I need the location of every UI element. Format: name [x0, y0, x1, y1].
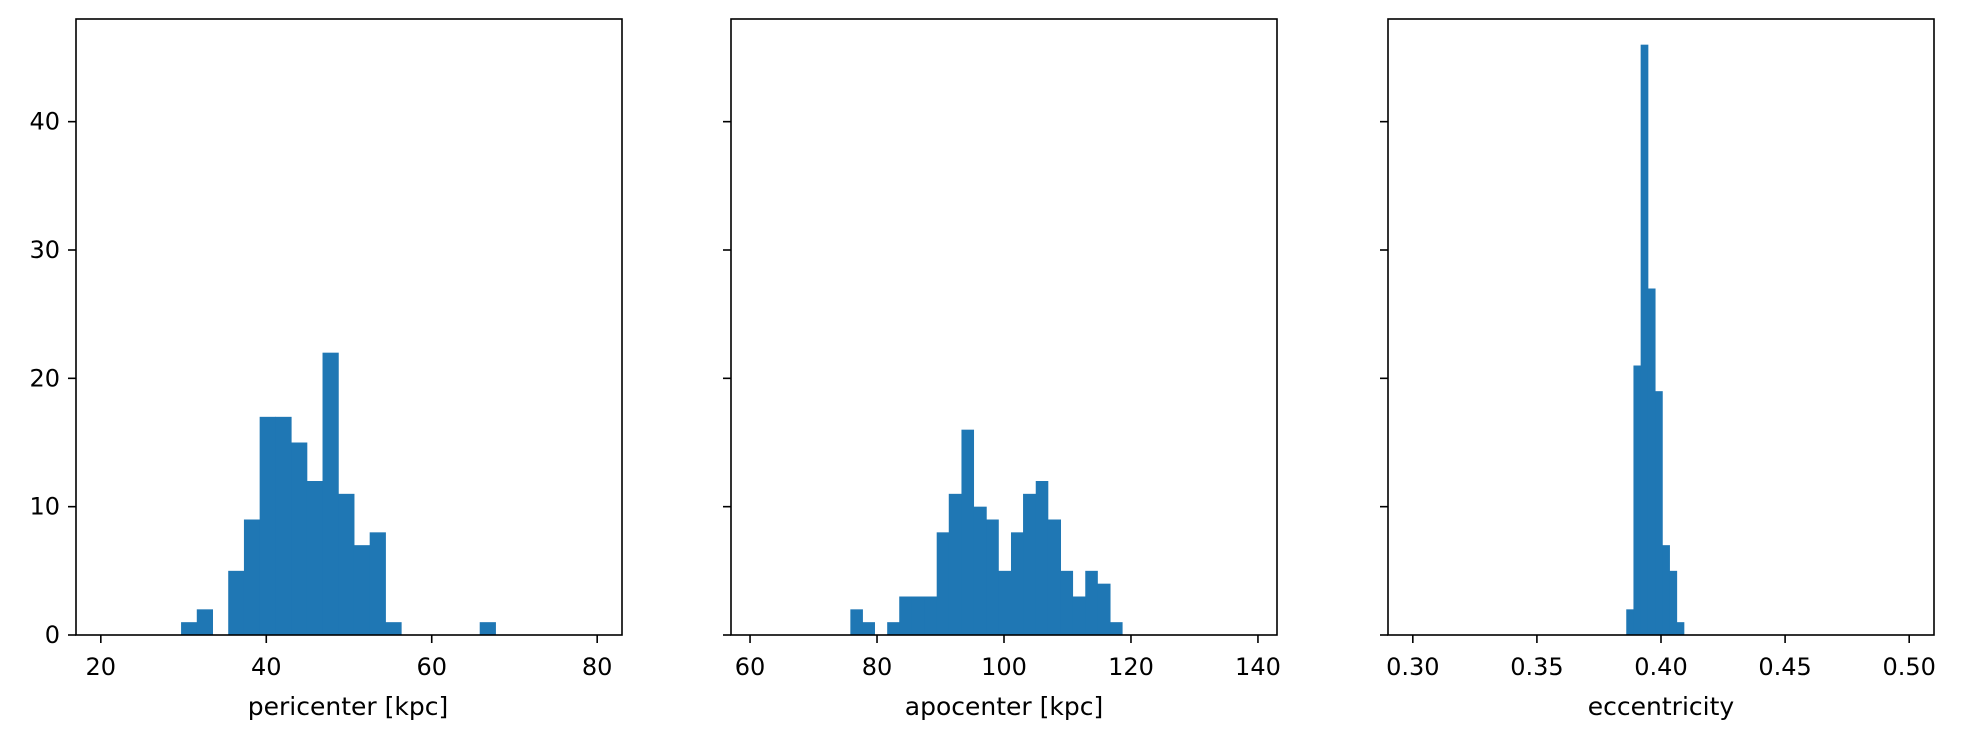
eccentricity-x-tick-label: 0.35: [1510, 653, 1563, 681]
pericenter-bar: [353, 545, 371, 635]
apocenter-bar: [936, 532, 950, 635]
apocenter-bar: [998, 570, 1012, 635]
pericenter-y-tick-label: 20: [29, 364, 60, 392]
apocenter-bar: [924, 596, 938, 635]
pericenter-y-tick-label: 0: [45, 621, 60, 649]
apocenter-bar: [1047, 519, 1062, 635]
pericenter-bar: [196, 609, 213, 635]
pericenter-bar: [181, 622, 198, 635]
apocenter-bar: [961, 429, 975, 635]
eccentricity-bar: [1626, 609, 1634, 635]
apocenter-bar: [1085, 570, 1098, 635]
apocenter-bar: [1060, 570, 1074, 635]
apocenter-axes-frame: [730, 18, 1278, 636]
pericenter-bar: [291, 442, 308, 635]
pericenter-histogram-panel: pericenter [kpc] 20 40 60 80 0 10 20 30 40: [29, 18, 623, 721]
apocenter-x-axis-label: apocenter [kpc]: [905, 692, 1103, 721]
pericenter-bar: [275, 416, 292, 635]
eccentricity-bar: [1655, 391, 1663, 635]
apocenter-bar: [973, 506, 987, 635]
apocenter-bar: [1110, 622, 1123, 635]
eccentricity-bars: [1626, 44, 1685, 635]
pericenter-x-tick-label: 60: [416, 653, 447, 681]
pericenter-y-tick-label: 10: [29, 493, 60, 521]
pericenter-bar: [243, 519, 261, 635]
pericenter-bar: [259, 416, 276, 635]
pericenter-bar: [306, 481, 324, 635]
pericenter-x-tick-label: 80: [582, 653, 613, 681]
pericenter-y-tick-label: 40: [29, 108, 60, 136]
apocenter-bar: [862, 622, 875, 635]
eccentricity-x-tick-label: 0.50: [1882, 653, 1935, 681]
eccentricity-x-axis-label: eccentricity: [1588, 692, 1735, 721]
apocenter-histogram-panel: apocenter [kpc] 60 80 100 120 140: [723, 18, 1281, 721]
apocenter-bar: [1097, 583, 1111, 635]
apocenter-bars: [850, 429, 1123, 635]
eccentricity-bar: [1669, 570, 1678, 635]
apocenter-bar: [1035, 481, 1049, 635]
apocenter-bar: [1072, 596, 1086, 635]
apocenter-x-tick-label: 120: [1108, 653, 1154, 681]
eccentricity-histogram-panel: eccentricity 0.30 0.35 0.40 0.45 0.50: [1380, 18, 1936, 721]
apocenter-bar: [850, 609, 863, 635]
pericenter-bar: [338, 493, 355, 635]
pericenter-bar: [385, 622, 402, 635]
eccentricity-bar: [1633, 365, 1642, 635]
eccentricity-x-tick-label: 0.30: [1386, 653, 1439, 681]
pericenter-bar: [369, 532, 386, 635]
apocenter-x-tick-label: 80: [862, 653, 893, 681]
apocenter-bar: [948, 493, 962, 635]
eccentricity-bar: [1662, 545, 1670, 635]
pericenter-bar: [322, 352, 339, 635]
pericenter-x-tick-label: 20: [86, 653, 117, 681]
pericenter-bar: [228, 570, 245, 635]
apocenter-bar: [911, 596, 925, 635]
apocenter-bar: [887, 622, 900, 635]
pericenter-bars: [181, 352, 496, 635]
apocenter-bar: [986, 519, 999, 635]
pericenter-axes-frame: [75, 18, 623, 636]
apocenter-x-tick-label: 140: [1235, 653, 1281, 681]
apocenter-bar: [1023, 493, 1037, 635]
pericenter-x-axis-label: pericenter [kpc]: [248, 692, 448, 721]
pericenter-x-tick-label: 40: [251, 653, 282, 681]
apocenter-bar: [1010, 532, 1024, 635]
eccentricity-x-tick-label: 0.45: [1758, 653, 1811, 681]
eccentricity-bar: [1647, 288, 1656, 635]
pericenter-y-tick-label: 30: [29, 236, 60, 264]
eccentricity-bar: [1640, 44, 1649, 635]
apocenter-x-tick-label: 100: [981, 653, 1027, 681]
apocenter-x-tick-label: 60: [735, 653, 766, 681]
eccentricity-bar: [1676, 622, 1685, 635]
eccentricity-x-tick-label: 0.40: [1634, 653, 1687, 681]
apocenter-bar: [899, 596, 913, 635]
pericenter-bar: [479, 622, 496, 635]
